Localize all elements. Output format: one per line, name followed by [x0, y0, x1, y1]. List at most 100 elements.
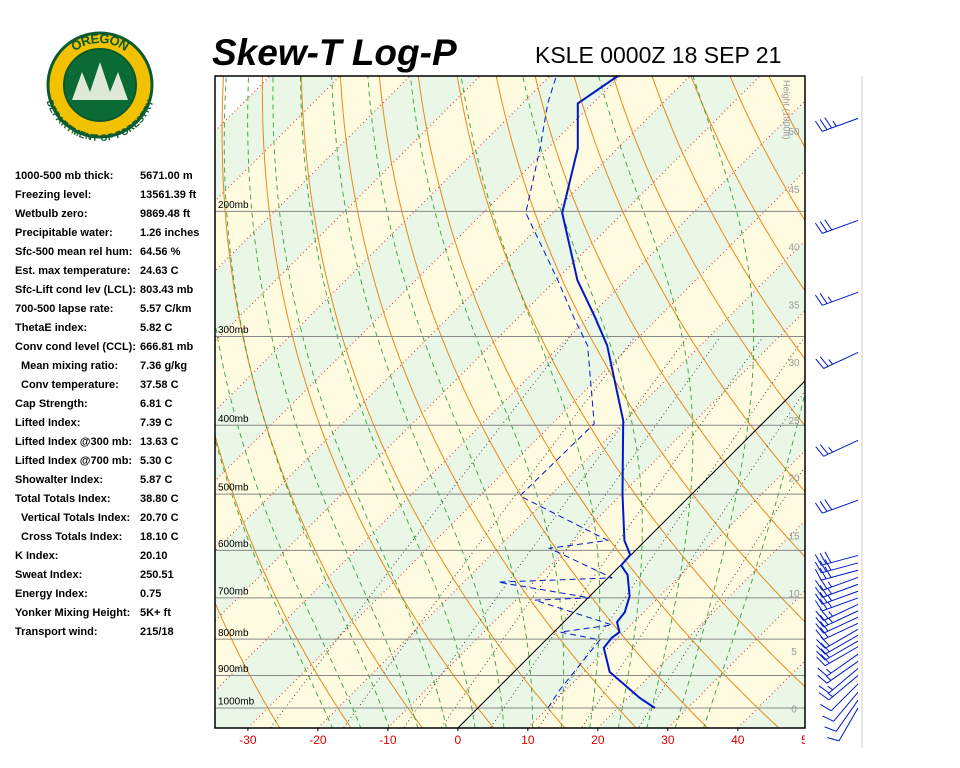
- temp-band: [387, 310, 805, 728]
- index-value: 13.63 C: [140, 436, 179, 448]
- wind-barb: [814, 551, 859, 566]
- index-label: Wetbulb zero:: [15, 208, 88, 220]
- wind-barb: [814, 597, 859, 612]
- wind-barb: [822, 691, 859, 722]
- mixing-ratio-line: [440, 336, 721, 728]
- height-tick-label: 50: [788, 127, 800, 138]
- index-value: 666.81 mb: [140, 341, 193, 353]
- pressure-label: 400mb: [218, 414, 249, 425]
- wind-barb: [818, 668, 859, 694]
- index-value: 20.10: [140, 550, 168, 562]
- dry-adiabat: [534, 76, 805, 558]
- wind-barb: [826, 707, 859, 742]
- index-value: 5.57 C/km: [140, 303, 192, 315]
- index-label: 700-500 lapse rate:: [15, 303, 113, 315]
- dry-adiabat: [785, 27, 960, 738]
- height-tick-label: 10: [788, 589, 800, 600]
- dry-adiabat: [860, 27, 960, 738]
- wind-barb: [816, 628, 859, 649]
- temp-band: [878, 76, 960, 728]
- zero-isotherm: [457, 380, 806, 729]
- moist-adiabat: [223, 76, 390, 728]
- dry-adiabat: [221, 76, 423, 728]
- height-tick-label: 20: [788, 474, 800, 485]
- temp-band: [527, 450, 805, 728]
- temp-band: [667, 590, 805, 728]
- wind-barb: [815, 352, 859, 369]
- index-label: Freezing level:: [15, 189, 91, 201]
- wind-barb: [820, 683, 859, 712]
- index-label: Yonker Mixing Height:: [15, 607, 130, 619]
- isotherm: [215, 76, 411, 272]
- index-value: 13561.39 ft: [140, 189, 197, 201]
- index-value: 64.56 %: [140, 246, 181, 258]
- wind-barb: [815, 616, 859, 634]
- wind-barb: [816, 634, 859, 655]
- index-label: Sweat Index:: [15, 569, 82, 581]
- diagram-foreground: 1000mb 900mb 800mb 700mb 600mb 500mb 400mb 300m…: [215, 75, 806, 729]
- temp-band: [597, 520, 805, 728]
- height-tick-label: 5: [791, 647, 797, 658]
- isotherm: [215, 76, 341, 202]
- wind-barb: [814, 590, 859, 605]
- index-label: ThetaE index:: [15, 322, 87, 334]
- moist-adiabat: [215, 319, 362, 728]
- temp-tick-label: -10: [379, 733, 397, 747]
- index-value: 20.70 C: [140, 512, 179, 524]
- index-value: 5.30 C: [140, 455, 172, 467]
- pressure-label: 700mb: [218, 587, 249, 598]
- height-tick-label: 40: [788, 243, 800, 254]
- index-label: Total Totals Index:: [15, 493, 111, 505]
- index-value: 24.63 C: [140, 265, 179, 277]
- dry-adiabat: [417, 76, 780, 728]
- mixing-ratio-line: [403, 336, 689, 728]
- index-label: Lifted Index @300 mb:: [15, 436, 132, 448]
- index-value: 9869.48 ft: [140, 208, 190, 220]
- index-value: 1.26 inches: [140, 227, 199, 239]
- index-label: Mean mixing ratio:: [21, 360, 118, 372]
- temp-tick-label: -20: [309, 733, 327, 747]
- height-tick-label: 15: [788, 531, 800, 542]
- wind-barb: [817, 661, 859, 684]
- index-label: Cross Totals Index:: [21, 531, 122, 543]
- wind-barb: [814, 219, 859, 234]
- temp-tick-label: 0: [455, 733, 462, 747]
- moist-adiabat: [522, 76, 643, 728]
- index-label: Sfc-Lift cond lev (LCL):: [15, 284, 136, 296]
- isotherm: [215, 76, 551, 412]
- dry-adiabat: [339, 76, 637, 728]
- height-tick-label: 45: [788, 185, 800, 196]
- temp-tick-label: 10: [521, 733, 535, 747]
- index-value: 0.75: [140, 588, 161, 600]
- dry-adiabat: [495, 76, 805, 623]
- index-label: Cap Strength:: [15, 398, 88, 410]
- dewpoint-line: [498, 75, 613, 709]
- title: Skew-T Log-P: [212, 32, 457, 73]
- isotherm: [215, 76, 691, 552]
- pressure-label: 300mb: [218, 325, 249, 336]
- height-tick-label: 30: [788, 358, 800, 369]
- index-label: 1000-500 mb thick:: [15, 170, 113, 182]
- index-label: Precipitable water:: [15, 227, 113, 239]
- dry-adiabat: [897, 27, 960, 738]
- temp-tick-label: 30: [661, 733, 675, 747]
- wind-barb: [815, 610, 859, 628]
- temp-band: [215, 100, 805, 728]
- wind-barb: [814, 566, 859, 581]
- logo-top: OREGON: [69, 31, 132, 54]
- wind-barb: [818, 675, 859, 701]
- dry-adiabat: [215, 601, 281, 728]
- plot-border: [214, 75, 806, 729]
- moist-adiabat: [331, 76, 505, 728]
- isotherm: [215, 100, 805, 692]
- moist-adiabat: [247, 76, 419, 728]
- wind-barb: [814, 583, 859, 598]
- index-value: 7.36 g/kg: [140, 360, 187, 372]
- index-value: 38.80 C: [140, 493, 179, 505]
- isotherm: [247, 170, 805, 728]
- index-value: 5K+ ft: [140, 607, 171, 619]
- temp-tick-label: 50: [801, 733, 815, 747]
- moist-adiabat: [409, 76, 565, 728]
- temp-band: [215, 76, 805, 691]
- dry-adiabat: [215, 433, 352, 728]
